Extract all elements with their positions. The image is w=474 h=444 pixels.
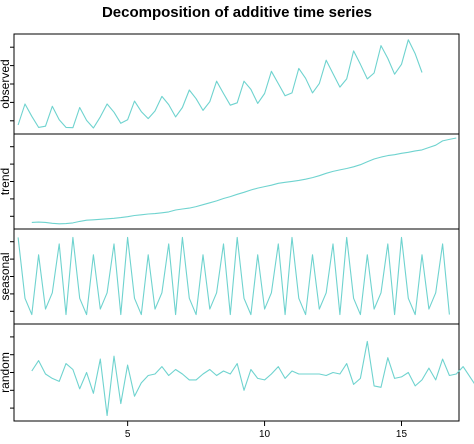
panel-observed: observed — [0, 33, 460, 135]
panels-group: observed trend seasonal random — [0, 33, 474, 422]
panel-seasonal: seasonal — [0, 228, 460, 325]
panel-label-seasonal: seasonal — [0, 252, 12, 300]
series-line-observed — [17, 39, 423, 129]
series-line-trend — [31, 137, 457, 225]
x-tick-label: 15 — [396, 429, 408, 440]
x-tick-label: 5 — [125, 429, 131, 440]
panel-label-trend: trend — [0, 168, 12, 195]
series-line-seasonal — [17, 236, 450, 316]
series-line-random — [31, 340, 474, 417]
panel-random: random — [0, 323, 474, 422]
panel-frame — [13, 33, 460, 135]
x-tick-label: 10 — [259, 429, 271, 440]
panel-label-random: random — [0, 352, 12, 393]
panel-label-observed: observed — [0, 59, 12, 108]
x-axis: 5 10 15 — [125, 421, 408, 440]
panel-frame — [13, 133, 460, 230]
panel-trend: trend — [0, 133, 460, 230]
chart-title: Decomposition of additive time series — [101, 4, 373, 21]
